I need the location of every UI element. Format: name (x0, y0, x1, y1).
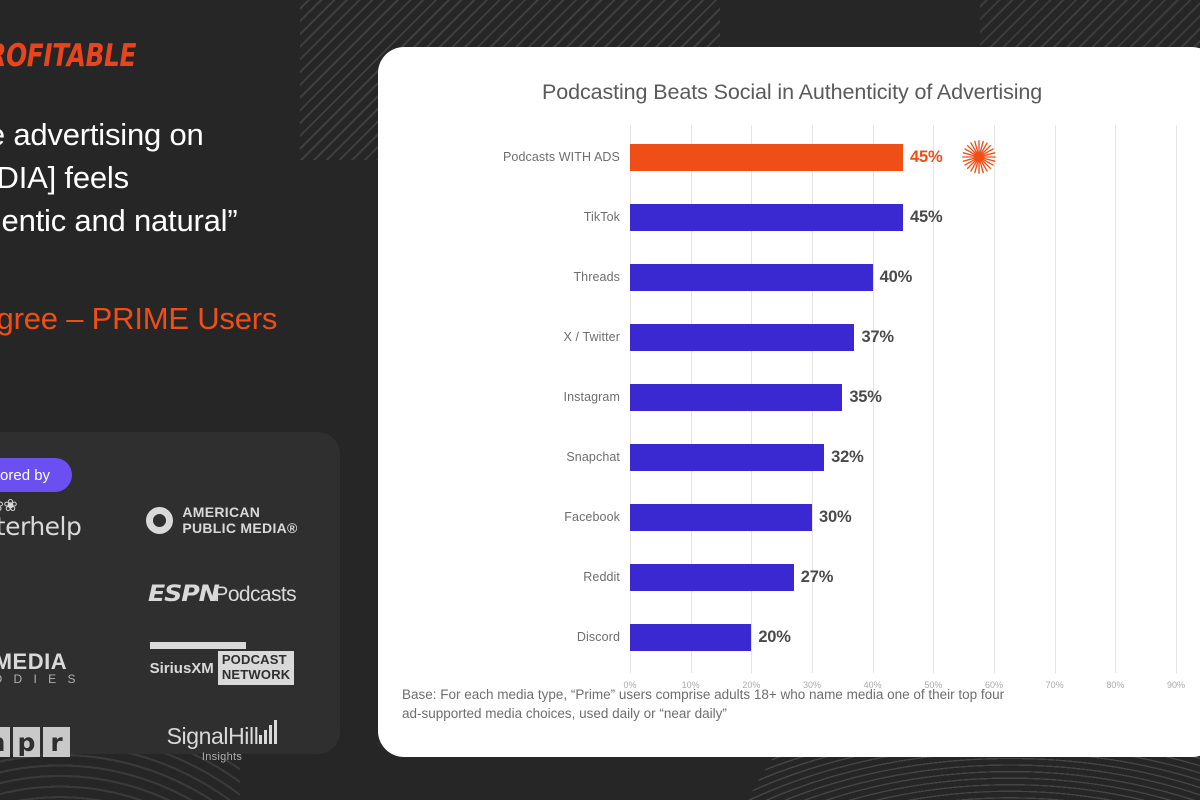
chart-bar[interactable] (630, 383, 843, 411)
sponsor-logo-signal-hill-insights: SignalHill Insights (127, 714, 317, 770)
chart-bar[interactable] (630, 263, 873, 291)
sponsor-logo-grid: ❀❀ etterhelp AMERICAN PUBLIC MEDIA® ESPN (0, 492, 334, 770)
gridline-80% (1115, 125, 1117, 673)
chart-bar[interactable] (630, 323, 855, 351)
sponsor-logo-american-public-media: AMERICAN PUBLIC MEDIA® (127, 492, 317, 548)
starburst-icon (962, 140, 996, 174)
chart-bar-row: Instagram 35% (378, 367, 1200, 427)
gridline-50% (933, 125, 935, 673)
espn-podcasts-label: Podcasts (214, 582, 296, 606)
chart-bar-row: Facebook 30% (378, 487, 1200, 547)
sponsor-logo-media-bodies: ›MEDIA B O D I E S (0, 640, 99, 696)
x-axis-tick-label: 10% (681, 680, 700, 690)
npr-letter-p: p (13, 727, 40, 757)
chart-bar-row: TikTok 45% (378, 187, 1200, 247)
chart-base-note: Base: For each media type, “Prime” users… (402, 687, 1005, 721)
bar-value-label: 45% (910, 207, 943, 226)
media-bodies-line2: B O D I E S (0, 672, 80, 687)
ring-icon (146, 506, 174, 534)
npr-letter-n: n (0, 727, 10, 757)
x-axis-tick-label: 70% (1045, 680, 1064, 690)
sponsor-logo-npr: n p r (0, 714, 99, 770)
sponsor-logo-siriusxm-podcast-network: SiriusXM PODCAST NETWORK (127, 640, 317, 696)
chart-bar[interactable] (630, 443, 825, 471)
headline-quote: “The advertising on [MEDIA] feels authen… (0, 117, 238, 238)
media-bodies-line1: MEDIA (0, 649, 68, 675)
bar-category-label: Reddit (583, 570, 620, 584)
x-axis-tick-label: 30% (802, 680, 822, 690)
chart-bar[interactable] (630, 203, 903, 231)
bar-category-label: Facebook (564, 510, 620, 524)
chart-bar-row: Threads 40% (378, 247, 1200, 307)
chart-bar[interactable] (630, 563, 794, 591)
apm-line1: AMERICAN (182, 503, 261, 520)
siriusxm-bar-decoration (149, 642, 246, 650)
bar-category-label: Discord (576, 630, 620, 644)
signal-hill-wordmark: SignalHill (166, 722, 259, 749)
sponsor-logo-betterhelp: ❀❀ etterhelp (0, 492, 99, 548)
chart-bar-row: Snapchat 32% (378, 427, 1200, 487)
apm-line2: PUBLIC MEDIA® (182, 520, 298, 536)
chart-bar-row: Reddit 27% (378, 547, 1200, 607)
sponsored-by-badge: sponsored by (0, 458, 73, 492)
chart-x-axis: 0% 10% 20% 30% 40% 50% 60% 70% 80% 90% (623, 673, 1185, 699)
x-axis-tick-label: 20% (742, 680, 761, 690)
bar-value-label: 45% (910, 147, 943, 166)
chart-bar[interactable] (630, 143, 903, 171)
x-axis-tick-label: 0% (623, 680, 637, 690)
bar-value-label: 35% (849, 387, 882, 406)
gridline-90% (1176, 125, 1177, 673)
brand-logo: DSPROFITABLE (0, 38, 136, 74)
bar-value-label: 40% (879, 267, 913, 286)
bar-value-label: 30% (819, 507, 852, 526)
bar-category-label: Threads (573, 270, 620, 284)
bar-category-label: Instagram (563, 390, 620, 404)
chart-card: Podcasting Beats Social in Authenticity … (378, 47, 1200, 757)
brand-logo-post: PROFITABLE (0, 38, 137, 74)
sponsor-logo-espn-podcasts: ESPN Podcasts (127, 566, 317, 622)
bar-category-label: Snapchat (566, 450, 620, 464)
bar-value-label: 37% (861, 327, 894, 346)
bar-category-label: Podcasts WITH ADS (502, 150, 620, 164)
bar-value-label: 20% (758, 627, 791, 646)
left-panel: DSPROFITABLE “The advertising on [MEDIA]… (0, 0, 360, 800)
x-axis-tick-label: 60% (984, 680, 1004, 690)
chart-bar-row: Podcasts WITH ADS 45% (378, 127, 1200, 187)
gridline-40% (872, 125, 874, 673)
x-axis-tick-label: 90% (1166, 680, 1186, 690)
subheadline: % Agree – PRIME Users (0, 301, 278, 336)
chart-bars-container: Podcasts WITH ADS 45% TikTok 45% Threads 40% X… (378, 125, 1200, 673)
chart-bar-row: Discord 20% (378, 607, 1200, 667)
bar-category-label: TikTok (583, 210, 620, 224)
sponsor-logo-spacer-a (0, 566, 99, 622)
npr-letter-r: r (43, 727, 70, 757)
leaf-icon: ❀❀ (0, 495, 18, 516)
signal-bars-icon (259, 719, 278, 744)
chart-plot-area: Podcasts WITH ADS 45% TikTok 45% Threads 40% X… (378, 125, 1200, 690)
bar-value-label: 27% (800, 567, 834, 586)
bar-value-label: 32% (831, 447, 864, 466)
podcast-network-line2: NETWORK (221, 667, 291, 682)
bar-category-label: X / Twitter (563, 330, 620, 344)
sponsored-by-label: sponsored by (0, 466, 51, 484)
espn-wordmark: ESPN (147, 581, 220, 607)
x-axis-tick-label: 80% (1106, 680, 1125, 690)
chart-title: Podcasting Beats Social in Authenticity … (542, 80, 1043, 104)
gridline-60% (994, 125, 995, 673)
chart-bar[interactable] (630, 623, 752, 651)
chart-bar[interactable] (630, 503, 812, 531)
x-axis-tick-label: 40% (863, 680, 882, 690)
gridline-70% (1054, 125, 1056, 673)
podcast-network-line1: PODCAST (221, 652, 287, 668)
sponsor-logo-betterhelp-label: etterhelp (0, 511, 82, 541)
signal-hill-insights-label: Insights (201, 750, 243, 763)
siriusxm-wordmark: SiriusXM (149, 659, 214, 677)
chart-bar-row: X / Twitter 37% (378, 307, 1200, 367)
x-axis-tick-label: 50% (924, 680, 943, 690)
